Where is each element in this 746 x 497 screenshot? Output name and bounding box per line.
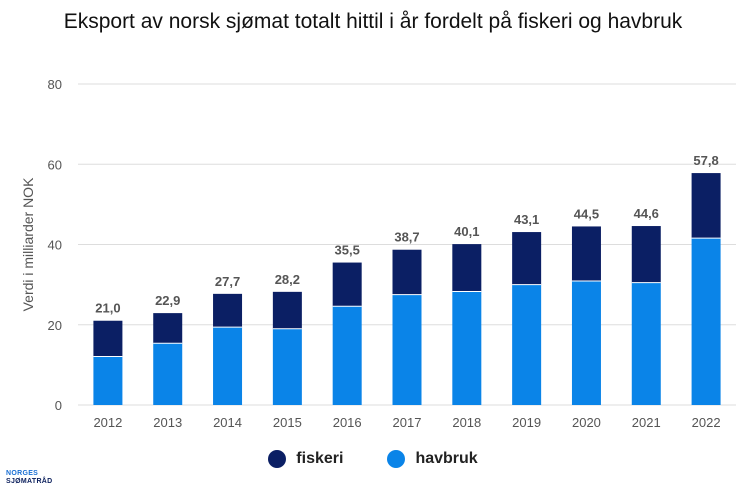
x-tick-label-2012: 2012 (93, 415, 122, 430)
total-label-2018: 40,1 (454, 224, 479, 239)
stacked-bar-chart: 0 20 40 60 80 Verdi i milliarder NOK 21,0 2012 2… (20, 77, 736, 430)
bar-havbruk-2012 (93, 356, 123, 405)
legend-swatch-havbruk (387, 450, 406, 468)
y-tick-label-40: 40 (48, 238, 62, 253)
x-tick-label-2021: 2021 (632, 415, 661, 430)
legend-label-fiskeri: fiskeri (296, 450, 344, 467)
bar-fiskeri-2014 (213, 293, 243, 328)
total-label-2014: 27,7 (215, 274, 240, 289)
total-label-2020: 44,5 (574, 206, 599, 221)
total-label-2013: 22,9 (155, 293, 180, 308)
logo-line-2: SJØMATRÅD (6, 478, 53, 485)
x-tick-label-2022: 2022 (692, 415, 721, 430)
bar-fiskeri-2022 (691, 173, 721, 239)
logo-line-1: NORGES (6, 470, 39, 477)
bar-havbruk-2013 (153, 343, 183, 405)
chart-title: Eksport av norsk sjømat totalt hittil i … (63, 10, 683, 33)
x-tick-label-2015: 2015 (273, 415, 302, 430)
x-tick-label-2018: 2018 (452, 415, 481, 430)
bar-havbruk-2015 (272, 328, 302, 405)
bar-fiskeri-2018 (452, 244, 482, 292)
x-tick-label-2019: 2019 (512, 415, 541, 430)
x-tick-label-2016: 2016 (333, 415, 362, 430)
total-label-2015: 28,2 (275, 272, 300, 287)
x-tick-label-2020: 2020 (572, 415, 601, 430)
norges-sjomatrad-logo: NORGES SJØMATRÅD (6, 470, 53, 486)
y-tick-label-80: 80 (48, 77, 62, 92)
legend-item-fiskeri[interactable]: fiskeri (268, 450, 343, 468)
chart-legend: fiskeri havbruk (0, 450, 746, 468)
bar-fiskeri-2017 (392, 249, 422, 295)
bar-havbruk-2014 (213, 327, 243, 405)
bar-havbruk-2019 (512, 284, 542, 405)
total-label-2021: 44,6 (634, 206, 659, 221)
bar-fiskeri-2012 (93, 320, 123, 357)
legend-item-havbruk[interactable]: havbruk (387, 450, 478, 468)
legend-label-havbruk: havbruk (415, 450, 478, 467)
bar-havbruk-2018 (452, 291, 482, 405)
bar-fiskeri-2016 (332, 262, 362, 307)
bar-fiskeri-2021 (631, 226, 661, 283)
legend-swatch-fiskeri (268, 450, 287, 468)
bar-fiskeri-2020 (571, 226, 601, 282)
y-tick-label-0: 0 (55, 398, 62, 413)
x-tick-label-2017: 2017 (393, 415, 422, 430)
y-tick-label-60: 60 (48, 157, 62, 172)
bar-havbruk-2021 (631, 282, 661, 405)
bar-havbruk-2022 (691, 238, 721, 405)
total-label-2012: 21,0 (95, 301, 120, 316)
total-label-2022: 57,8 (693, 153, 718, 168)
bar-fiskeri-2019 (512, 232, 542, 285)
total-label-2017: 38,7 (394, 230, 419, 245)
bar-havbruk-2016 (332, 306, 362, 405)
bar-fiskeri-2013 (153, 313, 183, 344)
bar-havbruk-2017 (392, 294, 422, 405)
total-label-2019: 43,1 (514, 212, 539, 227)
bar-havbruk-2020 (571, 281, 601, 405)
x-tick-label-2013: 2013 (153, 415, 182, 430)
bar-fiskeri-2015 (272, 291, 302, 329)
x-tick-label-2014: 2014 (213, 415, 242, 430)
y-tick-label-20: 20 (48, 318, 62, 333)
total-label-2016: 35,5 (335, 243, 360, 258)
y-axis-label: Verdi i milliarder NOK (20, 177, 36, 311)
